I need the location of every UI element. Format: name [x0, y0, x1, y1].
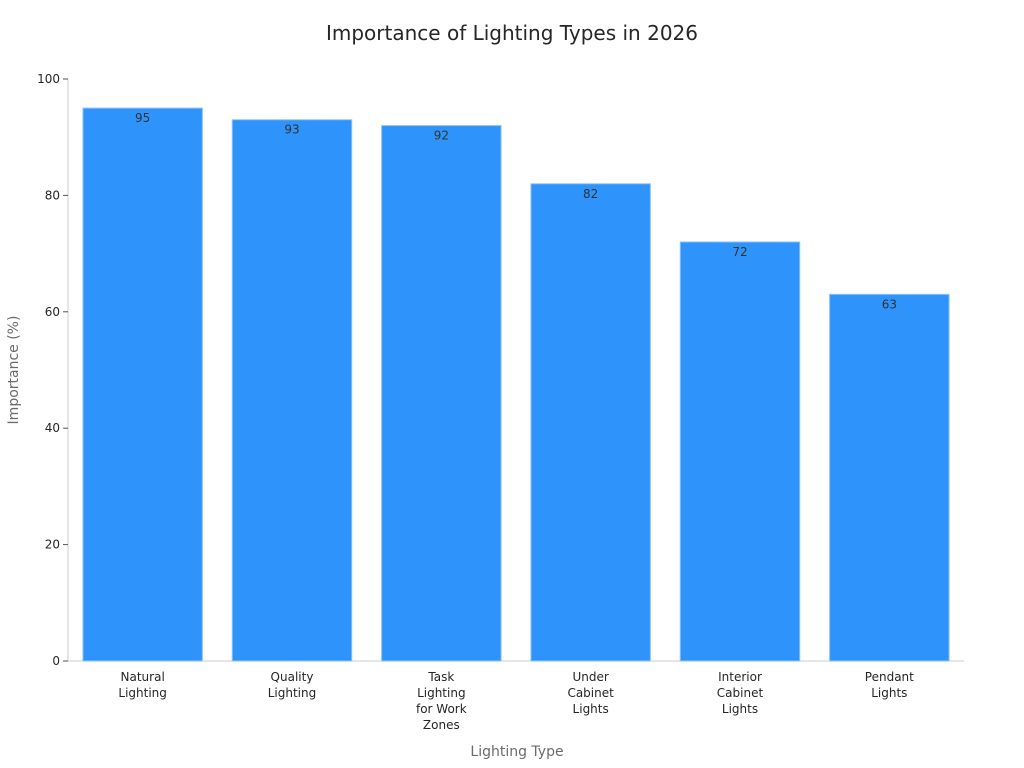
bar [679, 241, 801, 662]
y-tick-label: 80 [45, 188, 60, 202]
y-axis-title: Importance (%) [6, 316, 22, 425]
data-label: 82 [583, 187, 598, 201]
data-label: 63 [882, 297, 897, 311]
x-tick-label: Quality Lighting [267, 670, 317, 700]
y-tick-label: 20 [45, 538, 60, 552]
x-tick-label: Pendant Lights [864, 670, 914, 700]
bar [829, 293, 950, 662]
data-label: 92 [434, 129, 449, 143]
bar [530, 183, 651, 662]
y-tick-label: 100 [37, 72, 60, 86]
bar [82, 107, 203, 662]
y-tick-label: 0 [52, 654, 60, 668]
bar [231, 119, 353, 662]
chart-title: Importance of Lighting Types in 2026 [326, 21, 698, 45]
y-tick-label: 40 [45, 421, 60, 435]
data-label: 72 [732, 245, 747, 259]
data-label: 95 [135, 111, 150, 125]
x-tick-label: Under Cabinet Lights [567, 670, 614, 716]
data-label: 93 [284, 123, 299, 137]
x-tick-label: Task Lighting for Work Zones [415, 670, 467, 732]
x-tick-label: Interior Cabinet Lights [716, 670, 764, 716]
y-tick-label: 60 [45, 305, 60, 319]
x-tick-label: Natural Lighting [118, 670, 167, 700]
x-axis-title: Lighting Type [470, 744, 563, 760]
bar [381, 125, 502, 662]
